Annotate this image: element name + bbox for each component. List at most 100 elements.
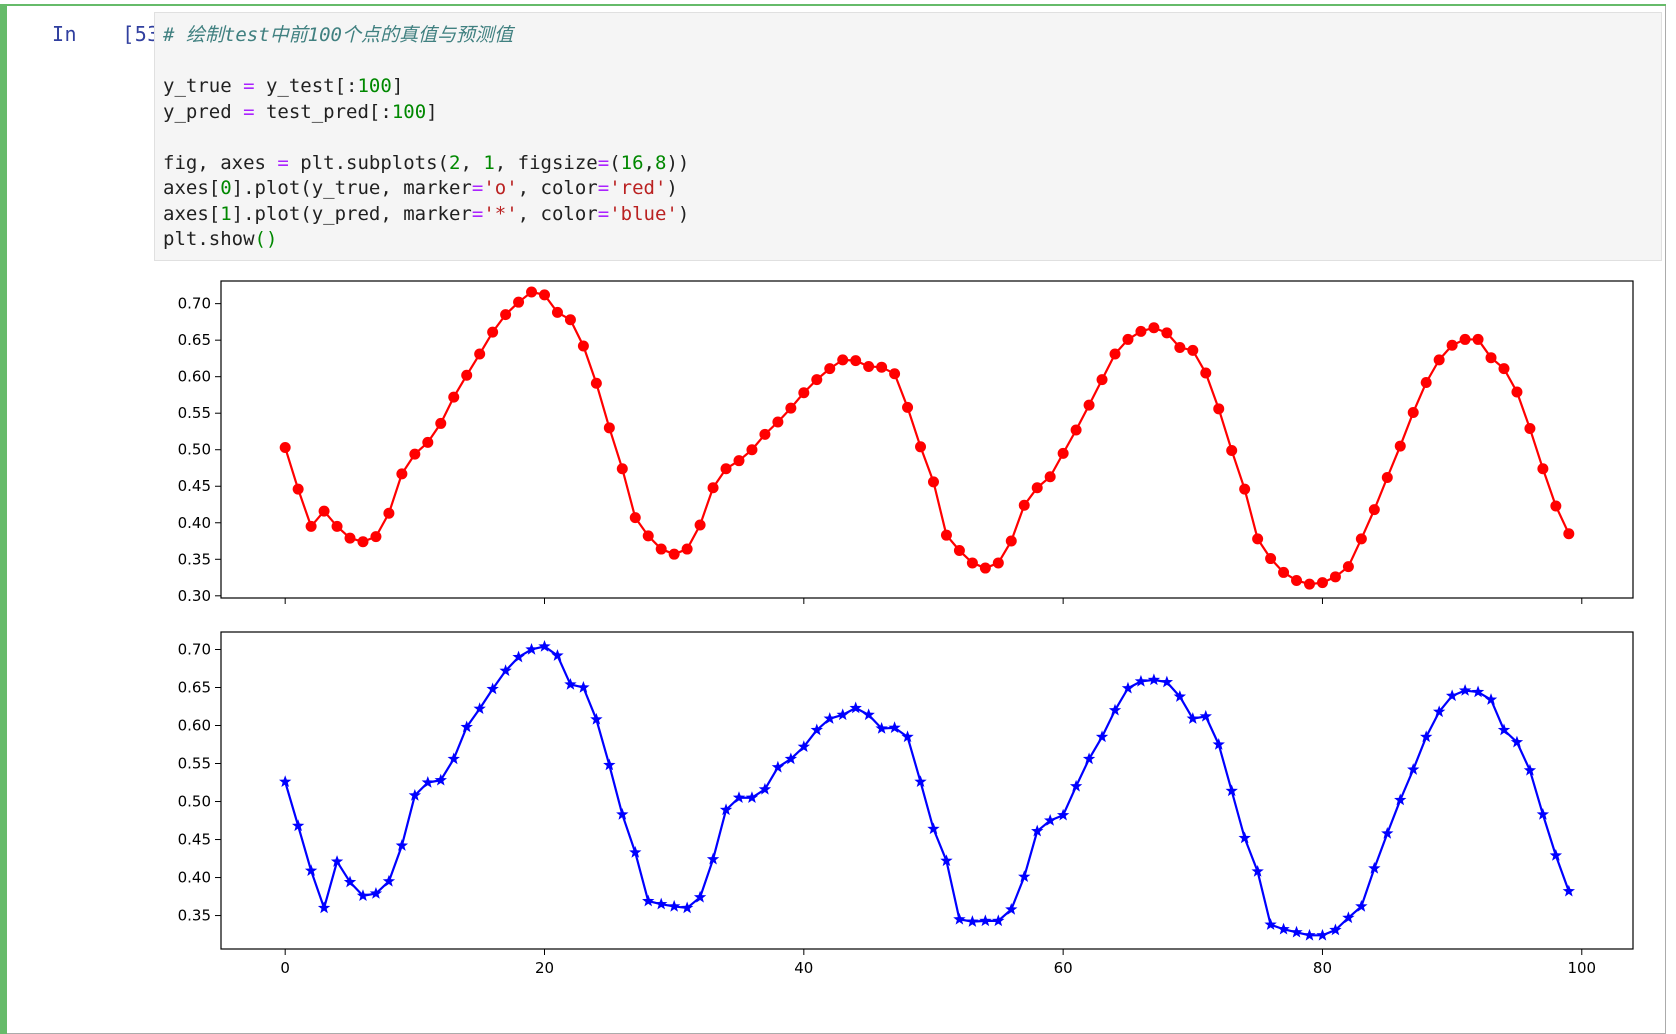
data-point [500,309,512,321]
data-point [331,520,343,532]
data-point [409,448,421,460]
data-point [1096,374,1108,386]
series-line [284,645,1570,937]
data-point [810,723,823,736]
code-token: 16 [620,151,644,174]
data-point [1199,709,1212,722]
data-point [668,548,680,560]
y-tick-label: 0.45 [178,831,211,849]
code-token: 8 [655,151,667,174]
code-token: = [277,151,289,174]
code-token: = [471,202,484,225]
output-area: 0.30 0.35 0.40 0.45 0.50 0.55 0.60 0.65 0.70 0 20 4… [154,268,1662,1034]
data-point [304,864,318,876]
data-point [1472,333,1484,345]
data-point [940,854,953,867]
data-point [1135,325,1147,337]
data-point [1420,377,1432,389]
data-point [1432,705,1446,718]
data-point [694,519,706,531]
data-point [1173,690,1187,702]
data-point [823,712,836,724]
code-token: 100 [391,100,427,123]
data-point [953,912,966,925]
data-point [1510,735,1524,748]
data-point [1069,779,1083,792]
data-point [1238,831,1251,844]
data-point [1148,322,1160,334]
data-point [745,791,759,803]
data-point [1083,399,1095,411]
data-point [551,649,564,661]
code-editor[interactable]: # 绘制test中前100个点的真值与预测值 y_true = y_test[:… [154,12,1662,261]
data-point [396,468,408,480]
data-point [291,819,305,832]
data-point [279,775,292,788]
y-tick-label: 0.40 [178,514,211,532]
code-token: 'red' [609,177,667,199]
code-token: , color [517,177,598,199]
data-point [1355,533,1367,545]
data-point [1342,911,1355,924]
data-point [330,855,344,867]
code-token: ].plot(y_pred, marker [231,202,472,225]
code-token: = [597,202,610,225]
data-point [408,788,422,801]
code-token: y_test[: [254,75,358,97]
x-tick-label: 100 [1567,959,1596,977]
data-point [447,752,460,765]
data-point [824,363,836,375]
data-point [1291,574,1303,586]
data-point [1212,738,1225,750]
data-point [1226,444,1238,456]
data-point [1005,902,1018,915]
data-point [1368,861,1381,874]
data-point [616,807,629,820]
data-point [421,776,434,788]
data-point [1355,899,1368,912]
data-point [927,822,940,835]
data-point [1252,533,1264,545]
data-point [836,708,849,721]
prompt-prefix: In [52,22,78,46]
data-point [590,377,602,389]
data-point [1160,675,1174,688]
data-point [1109,348,1121,360]
code-token: 1 [483,151,495,174]
data-point [902,401,914,413]
data-point [1550,500,1562,512]
code-token: y_true [163,75,244,97]
y-tick-label: 0.65 [178,678,211,696]
data-point [992,914,1005,927]
code-line: y_pred = test_pred[:100] [163,100,689,126]
code-text[interactable]: # 绘制test中前100个点的真值与预测值 y_true = y_test[:… [163,23,689,253]
x-tick-label: 80 [1313,959,1332,977]
data-point [876,361,888,373]
data-point [1265,553,1277,565]
code-token: fig, axes [163,151,278,174]
data-point [915,441,927,453]
code-token: ) [666,177,678,199]
data-point [1316,928,1329,941]
data-point [1368,504,1380,516]
data-point [1549,849,1563,861]
data-point [707,482,719,494]
code-token: = [597,177,610,199]
y-tick-label: 0.30 [178,587,211,605]
data-point [344,532,356,544]
data-point [434,773,447,786]
data-point [1187,344,1199,356]
plot-frame [220,631,1634,950]
code-line: fig, axes = plt.subplots(2, 1, figsize=(… [163,151,689,177]
code-token: ] [391,75,404,97]
data-point [1498,363,1510,375]
y-tick-label: 0.70 [178,295,211,313]
data-point [1239,483,1251,495]
code-token: plt.show [163,228,255,250]
data-point [1420,730,1433,743]
data-point [305,520,317,532]
code-token: plt.subplots( [288,151,449,174]
data-point [693,890,707,903]
y-tick-label: 0.70 [178,640,211,658]
data-point [1005,535,1017,547]
